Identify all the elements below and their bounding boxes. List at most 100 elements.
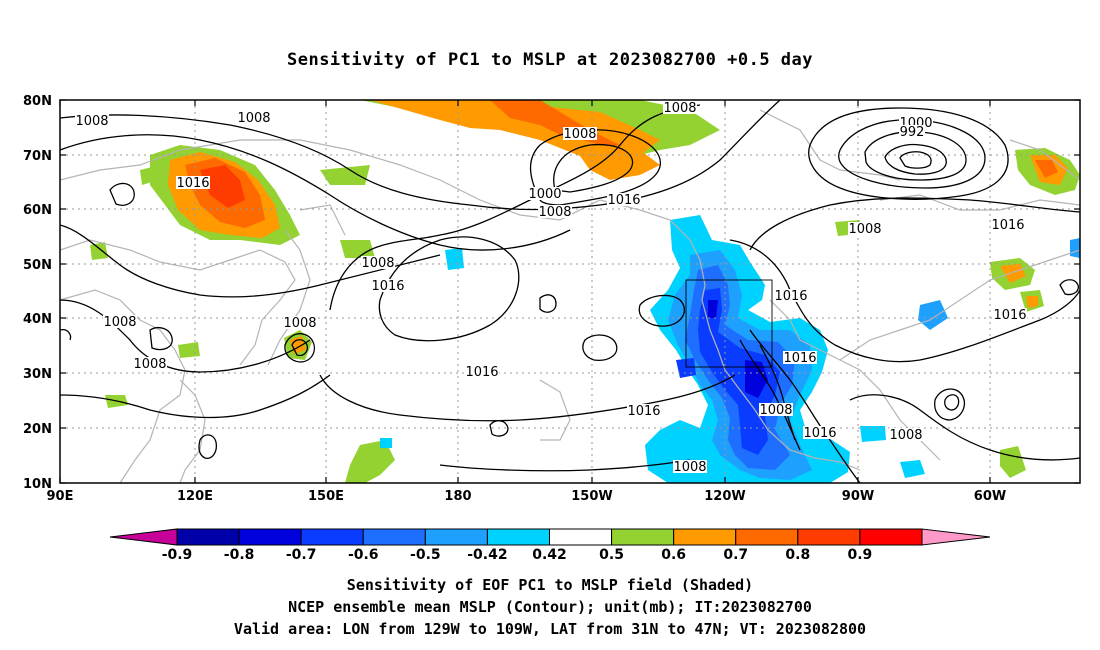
map-frame bbox=[59, 99, 1081, 484]
colorbar-label: -0.5 bbox=[410, 547, 441, 563]
lon-label: 150W bbox=[571, 489, 612, 504]
contour-label: 1016 bbox=[803, 426, 836, 441]
lon-label: 90E bbox=[47, 489, 74, 504]
contour-label: 1016 bbox=[991, 218, 1024, 233]
colorbar-label: -0.8 bbox=[224, 547, 255, 563]
colorbar-segment bbox=[300, 528, 364, 546]
colorbar-label: -0.9 bbox=[162, 547, 193, 563]
coastlines bbox=[60, 109, 1080, 483]
lon-label: 180 bbox=[444, 489, 471, 504]
colorbar-label: -0.6 bbox=[348, 547, 379, 563]
lon-label: 120W bbox=[704, 489, 745, 504]
colorbar-label: 0.9 bbox=[848, 547, 873, 563]
contour-label: 1000 bbox=[528, 187, 561, 202]
contour-label: 1008 bbox=[133, 357, 166, 372]
contour-label-bg bbox=[803, 426, 837, 439]
contour-label: 1016 bbox=[465, 365, 498, 380]
contour-label-bg bbox=[563, 127, 597, 140]
contour-label-bg bbox=[673, 460, 707, 473]
colorbar: -0.9 -0.8 -0.7 -0.6 -0.5 -0.42 0.42 0.5 0.6 0.7 0.… bbox=[109, 528, 991, 563]
colorbar-label: -0.7 bbox=[286, 547, 317, 563]
contour-label-bg bbox=[133, 357, 167, 370]
contour-label-bg bbox=[465, 365, 499, 378]
contour-label: 1008 bbox=[237, 111, 270, 126]
caption-line-3: Valid area: LON from 129W to 109W, LAT f… bbox=[233, 620, 867, 638]
lat-label: 50N bbox=[23, 258, 52, 273]
lon-label: 90W bbox=[842, 489, 874, 504]
contour-label-bg bbox=[103, 315, 137, 328]
colorbar-label: 0.8 bbox=[785, 547, 810, 563]
colorbar-label: 0.42 bbox=[532, 547, 567, 563]
contour-label-bg bbox=[899, 125, 925, 138]
contour-label: 1008 bbox=[75, 114, 108, 129]
lat-label: 70N bbox=[23, 149, 52, 164]
colorbar-segment bbox=[735, 528, 799, 546]
contour-label-bg bbox=[774, 289, 808, 302]
contour-label-bg bbox=[538, 205, 572, 218]
grid-lines bbox=[60, 100, 1080, 483]
lat-label: 80N bbox=[23, 94, 52, 109]
colorbar-label: 0.5 bbox=[599, 547, 624, 563]
contour-label: 1008 bbox=[103, 315, 136, 330]
lat-label: 60N bbox=[23, 203, 52, 218]
contour-label-bg bbox=[991, 218, 1025, 231]
lat-label: 40N bbox=[23, 312, 52, 327]
valid-area-box bbox=[685, 279, 773, 368]
lon-label: 120E bbox=[177, 489, 213, 504]
contour-label: 1008 bbox=[848, 222, 881, 237]
colorbar-segment bbox=[486, 528, 550, 546]
contour-label-bg bbox=[889, 428, 923, 441]
contour-label-bg bbox=[237, 111, 271, 124]
contour-label: 1008 bbox=[759, 403, 792, 418]
contour-label: 1008 bbox=[673, 460, 706, 475]
contour-label-bg bbox=[783, 351, 817, 364]
contour-label-bg bbox=[993, 308, 1027, 321]
contour-label: 1008 bbox=[663, 101, 696, 116]
colorbar-segment bbox=[673, 528, 737, 546]
lat-label: 10N bbox=[23, 477, 52, 492]
caption-line-2: NCEP ensemble mean MSLP (Contour); unit(… bbox=[288, 598, 812, 616]
colorbar-label: -0.42 bbox=[467, 547, 507, 563]
contour-label: 1008 bbox=[563, 127, 596, 142]
contour-label: 1016 bbox=[176, 176, 209, 191]
plot-title: Sensitivity of PC1 to MSLP at 2023082700… bbox=[286, 50, 813, 70]
contour-label: 1008 bbox=[889, 428, 922, 443]
contour-label: 1016 bbox=[993, 308, 1026, 323]
contour-label: 1008 bbox=[283, 316, 316, 331]
colorbar-segment bbox=[549, 528, 613, 546]
lon-label: 60W bbox=[974, 489, 1006, 504]
contour-label-bg bbox=[759, 403, 793, 416]
colorbar-label: 0.6 bbox=[661, 547, 686, 563]
longitude-axis: 90E 120E 150E 180 150W 120W 90W 60W bbox=[47, 100, 1006, 504]
colorbar-high-triangle bbox=[921, 528, 991, 546]
colorbar-segment bbox=[424, 528, 488, 546]
contour-label: 1016 bbox=[783, 351, 816, 366]
lat-label: 30N bbox=[23, 367, 52, 382]
contour-labels: 1008 1008 1016 1008 1008 1008 1008 1016 1008 1008… bbox=[75, 101, 1027, 475]
contour-label-bg bbox=[75, 114, 109, 127]
contour-label: 992 bbox=[900, 125, 925, 140]
contour-label-bg bbox=[361, 256, 395, 269]
caption-block: Sensitivity of EOF PC1 to MSLP field (Sh… bbox=[0, 574, 1100, 640]
lon-label: 150E bbox=[308, 489, 344, 504]
colorbar-low-triangle bbox=[109, 528, 178, 546]
contour-label-bg bbox=[176, 176, 210, 189]
latitude-axis: 80N 70N 60N 50N 40N 30N 20N 10N bbox=[23, 94, 1080, 492]
colorbar-segment bbox=[797, 528, 861, 546]
colorbar-segment bbox=[611, 528, 675, 546]
contour-label-bg bbox=[607, 193, 641, 206]
contour-label: 1016 bbox=[607, 193, 640, 208]
contour-label-bg bbox=[371, 279, 405, 292]
contour-label: 1016 bbox=[627, 404, 660, 419]
contour-label-bg bbox=[528, 187, 562, 200]
colorbar-segment bbox=[238, 528, 302, 546]
contour-label-bg bbox=[848, 222, 882, 235]
caption-line-1: Sensitivity of EOF PC1 to MSLP field (Sh… bbox=[346, 576, 754, 594]
colorbar-segment bbox=[176, 528, 240, 546]
contour-label: 1008 bbox=[361, 256, 394, 271]
contour-label-bg bbox=[663, 101, 697, 114]
sensitivity-shading bbox=[90, 100, 1080, 483]
lat-label: 20N bbox=[23, 422, 52, 437]
contour-label: 1016 bbox=[371, 279, 404, 294]
contour-label: 1016 bbox=[774, 289, 807, 304]
